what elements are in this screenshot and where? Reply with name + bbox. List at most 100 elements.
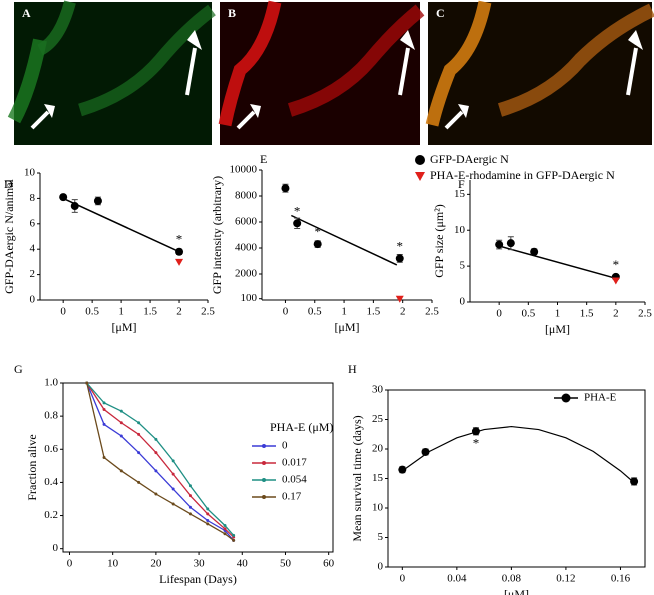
x-tick-label: 0.04: [447, 573, 467, 585]
x-tick-label: 2: [176, 306, 182, 318]
point: [471, 427, 480, 436]
point: [398, 465, 407, 474]
y-axis-label: Mean survival time (days): [350, 415, 364, 541]
series-line: [86, 382, 235, 541]
point: [137, 451, 141, 455]
x-axis-label: [μM]: [504, 587, 529, 595]
y-tick-label: 0.8: [44, 410, 58, 422]
point: [119, 409, 123, 413]
legend-marker: [262, 495, 266, 499]
trend-line: [62, 197, 180, 253]
point: [281, 184, 290, 193]
y-tick-label: 0: [30, 294, 36, 306]
y-tick-label: 4: [30, 243, 36, 255]
y-tick-label: 20: [372, 443, 384, 455]
point: [119, 469, 123, 473]
point: [421, 447, 430, 456]
point: [154, 437, 158, 441]
point: [154, 469, 158, 473]
y-tick-label: 0: [460, 296, 466, 308]
point: [137, 432, 141, 436]
panel-label: G: [14, 362, 23, 376]
x-tick-label: 0: [283, 306, 289, 318]
x-tick-label: 0: [496, 308, 502, 320]
point: [293, 219, 302, 228]
y-tick-label: 0: [53, 542, 59, 554]
x-tick-label: 0.16: [611, 573, 631, 585]
series-line: [86, 382, 235, 538]
image-label: C: [436, 6, 445, 20]
point: [171, 502, 175, 506]
point: [206, 522, 210, 526]
legend-marker: [262, 478, 266, 482]
y-tick-label: 6000: [235, 216, 258, 228]
legend-label: PHA-E-rhodamine in GFP-DAergic N: [430, 168, 615, 182]
y-tick-label: 10: [372, 502, 384, 514]
point: [630, 477, 639, 486]
y-tick-label: 2: [30, 268, 36, 280]
x-tick-label: 1: [341, 306, 347, 318]
trend-line: [498, 245, 617, 280]
x-tick-label: 0: [67, 558, 73, 570]
legend-label: 0.017: [282, 457, 307, 469]
y-axis-label: GFP-DAergic N/animal: [2, 178, 16, 293]
point: [188, 512, 192, 516]
point: [171, 459, 175, 463]
point: [102, 456, 106, 460]
point: [175, 258, 184, 266]
fit-curve: [401, 425, 635, 484]
legend-marker: [561, 393, 571, 403]
x-tick-label: 2.5: [201, 306, 215, 318]
x-tick-label: 0.12: [556, 573, 575, 585]
y-tick-label: 4000: [235, 242, 258, 254]
point: [137, 480, 141, 484]
point: [102, 401, 106, 405]
y-tick-label: 8000: [235, 190, 258, 202]
y-tick-label: 10000: [230, 164, 258, 176]
legend-label: PHA-E: [584, 392, 617, 404]
y-tick-label: 10: [454, 224, 466, 236]
point: [188, 505, 192, 509]
x-tick-label: 20: [150, 558, 162, 570]
x-tick-label: 2.5: [425, 306, 439, 318]
y-axis-label: Fraction alive: [25, 434, 39, 500]
y-tick-label: 30: [372, 384, 384, 396]
plot-frame: [387, 389, 646, 568]
point: [206, 512, 210, 516]
point: [93, 196, 102, 205]
point: [223, 523, 227, 527]
annotation: *: [613, 257, 620, 272]
image-c: C: [425, 0, 654, 145]
point: [59, 193, 68, 202]
panel-label: F: [458, 177, 465, 191]
point: [313, 240, 322, 249]
annotation: *: [176, 232, 183, 247]
x-tick-label: 50: [280, 558, 292, 570]
x-tick-label: 0.5: [85, 306, 99, 318]
x-tick-label: 1.5: [367, 306, 381, 318]
x-tick-label: 10: [107, 558, 119, 570]
image-b: B: [218, 0, 425, 145]
legend-label: 0.17: [282, 491, 302, 503]
y-tick-label: 0: [378, 561, 384, 573]
x-tick-label: 2.5: [638, 308, 652, 320]
point: [171, 487, 175, 491]
y-axis-label: GFP size (μm²): [432, 204, 446, 278]
x-tick-label: 1.5: [143, 306, 157, 318]
point: [137, 421, 141, 425]
x-tick-label: 1.5: [580, 308, 594, 320]
point: [530, 247, 539, 256]
point: [154, 492, 158, 496]
point: [119, 434, 123, 438]
point: [188, 484, 192, 488]
image-label: B: [228, 6, 236, 20]
point: [85, 381, 89, 385]
y-tick-label: 5: [460, 260, 466, 272]
annotation: *: [473, 435, 480, 450]
y-tick-label: 2000: [235, 268, 258, 280]
plot-frame: [62, 382, 334, 553]
x-tick-label: 2: [400, 306, 406, 318]
annotation: *: [314, 224, 321, 239]
point: [102, 408, 106, 412]
